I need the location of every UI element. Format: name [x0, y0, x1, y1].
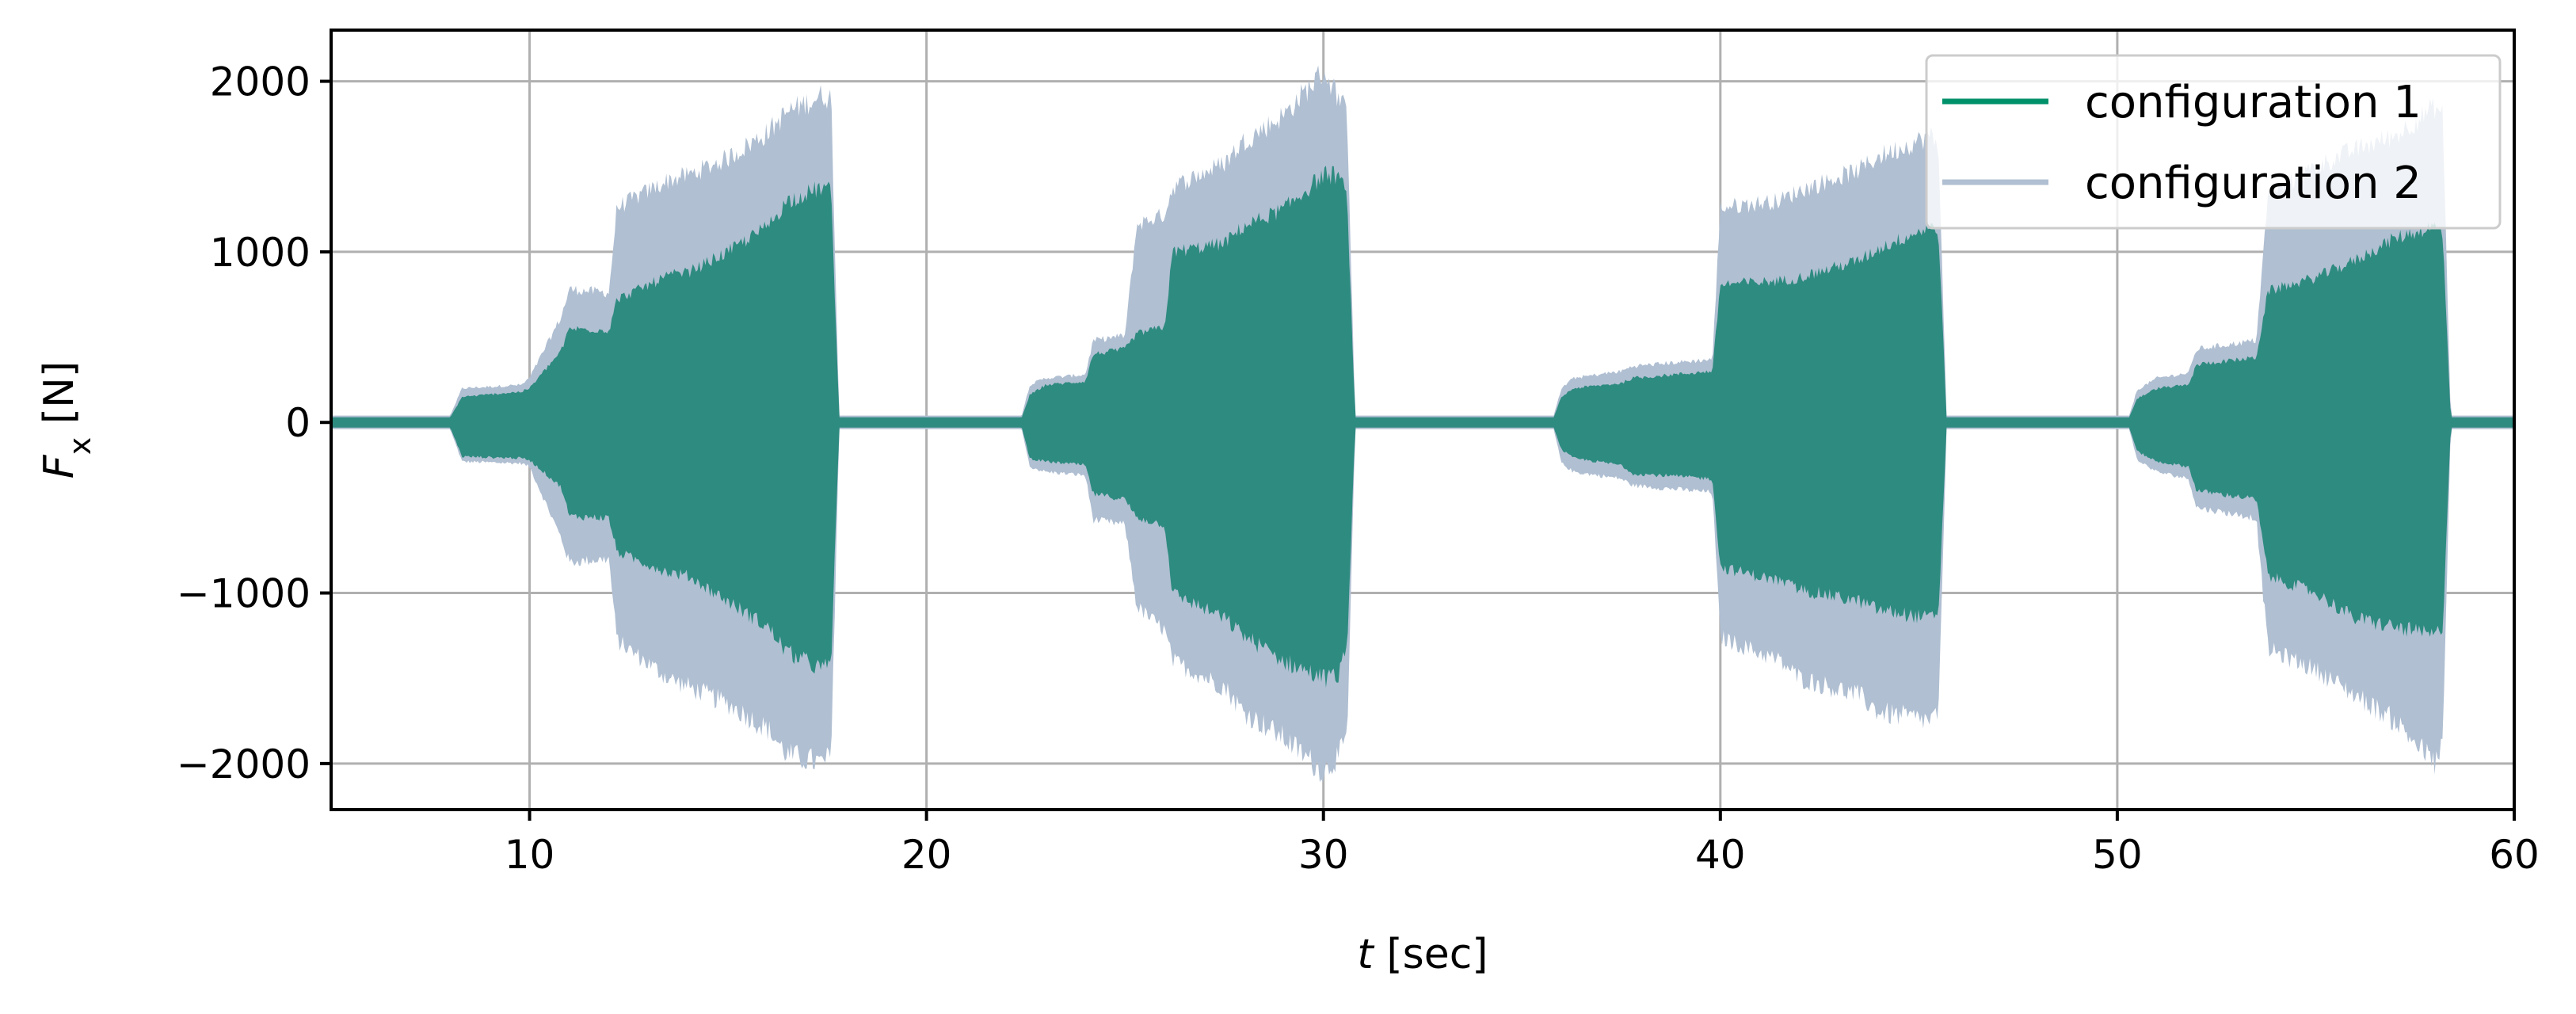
- y-tick-label: −2000: [177, 741, 311, 787]
- y-axis-ticks: 2000 1000 0 −1000 −2000: [177, 59, 331, 787]
- y-tick-label: 2000: [210, 59, 311, 105]
- y-tick-label: 1000: [210, 230, 311, 276]
- axes-frame: [330, 29, 2516, 811]
- x-tick-label: 30: [1298, 832, 1349, 878]
- x-axis-ticks: 10 20 30 40 50 60: [505, 810, 2540, 878]
- legend: configuration 1 configuration 2: [1925, 54, 2502, 230]
- x-axis-label-unit: [sec]: [1374, 931, 1488, 978]
- x-tick-label: 50: [2092, 832, 2143, 878]
- legend-box: [1925, 54, 2502, 230]
- y-tick-label: −1000: [177, 571, 311, 617]
- x-axis-label-var: t: [1357, 931, 1374, 978]
- y-axis-label-var: F: [36, 454, 83, 478]
- y-axis-label: Fx [N]: [36, 361, 97, 478]
- legend-label-configuration-1: configuration 1: [2085, 77, 2422, 128]
- y-axis-label-sub: x: [63, 437, 97, 456]
- x-tick-label: 20: [901, 832, 952, 878]
- x-tick-label: 40: [1695, 832, 1746, 878]
- y-tick-label: 0: [285, 400, 311, 446]
- series-configuration-1: [331, 166, 2514, 688]
- series-layer: [331, 65, 2514, 783]
- y-axis-label-unit: [N]: [36, 361, 83, 437]
- x-tick-label: 60: [2489, 832, 2540, 878]
- x-tick-label: 10: [505, 832, 555, 878]
- legend-label-configuration-2: configuration 2: [2085, 158, 2422, 209]
- x-axis-label: t [sec]: [1357, 931, 1488, 978]
